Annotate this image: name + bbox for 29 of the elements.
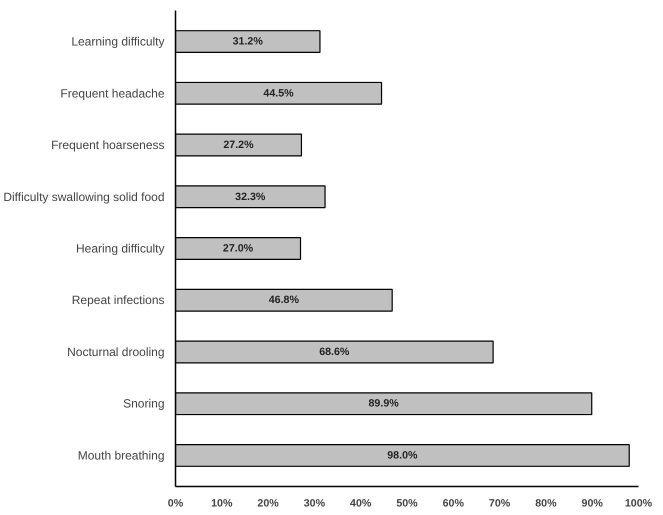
data-label: 98.0% [387,449,418,462]
y-tick-label: Repeat infections [72,293,165,308]
y-tick-label: Hearing difficulty [76,242,165,256]
y-tick-label: Difficulty swallowing solid food [3,190,164,204]
x-tick-label: 60% [442,498,464,510]
x-tick-label: 70% [488,498,511,510]
x-tick-label: 10% [211,498,233,510]
data-label: 46.8% [268,294,300,306]
x-tick-label: 0% [168,498,184,510]
x-tick-label: 30% [304,498,326,510]
x-tick-label: 100% [624,498,653,510]
x-tick-label: 50% [396,498,418,510]
y-tick-label: Nocturnal drooling [67,344,164,359]
y-tick-label: Mouth breathing [78,448,165,462]
x-tick-label: 20% [257,498,280,510]
x-tick-label: 80% [535,498,558,510]
y-tick-label: Frequent hoarseness [51,138,165,152]
data-label: 27.0% [222,242,254,254]
y-tick-label: Learning difficulty [71,34,164,49]
data-label: 31.2% [232,36,264,48]
y-tick-label: Frequent headache [60,86,165,100]
x-tick-label: 90% [582,498,604,510]
y-tick-label: Snoring [123,396,165,411]
data-label: 89.9% [368,398,400,410]
data-label: 32.3% [235,190,266,203]
data-label: 27.2% [223,139,254,152]
data-label: 68.6% [319,346,350,358]
data-label: 44.5% [263,87,294,100]
x-tick-label: 40% [350,498,372,510]
